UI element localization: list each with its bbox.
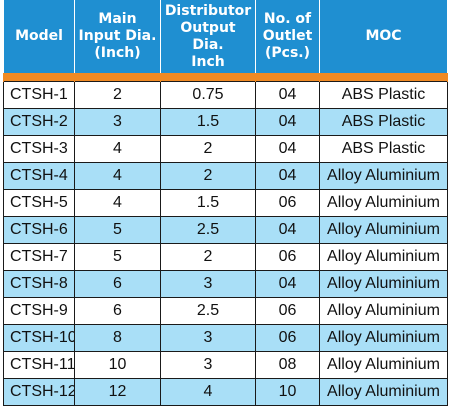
table-row: CTSH-4 4 2 04 Alloy Aluminium: [3, 162, 448, 190]
output-dia-cell: 2: [160, 135, 256, 163]
header-main-input-dia: Main Input Dia. (Inch): [74, 0, 161, 73]
model-cell: CTSH-2: [3, 108, 75, 136]
input-dia-cell: 8: [74, 324, 161, 352]
table-row: CTSH-7 5 2 06 Alloy Aluminium: [3, 243, 448, 271]
moc-cell: Alloy Aluminium: [319, 378, 448, 406]
input-dia-cell: 6: [74, 270, 161, 298]
table-row: CTSH-5 4 1.5 06 Alloy Aluminium: [3, 189, 448, 217]
model-cell: CTSH-9: [3, 297, 75, 325]
moc-cell: Alloy Aluminium: [319, 216, 448, 244]
table-row: CTSH-12 12 4 10 Alloy Aluminium: [3, 378, 448, 406]
output-dia-cell: 2.5: [160, 216, 256, 244]
moc-cell: Alloy Aluminium: [319, 270, 448, 298]
output-dia-cell: 3: [160, 351, 256, 379]
outlet-count-cell: 08: [255, 351, 320, 379]
separator-cell: [255, 73, 320, 82]
model-cell: CTSH-3: [3, 135, 75, 163]
header-distributor-output-dia: Distributor Output Dia. Inch: [160, 0, 256, 73]
outlet-count-cell: 04: [255, 108, 320, 136]
separator-cell: [319, 73, 448, 82]
outlet-count-cell: 10: [255, 378, 320, 406]
table-row: CTSH-9 6 2.5 06 Alloy Aluminium: [3, 297, 448, 325]
table-row: CTSH-2 3 1.5 04 ABS Plastic: [3, 108, 448, 136]
input-dia-cell: 4: [74, 135, 161, 163]
input-dia-cell: 3: [74, 108, 161, 136]
moc-cell: Alloy Aluminium: [319, 162, 448, 190]
model-cell: CTSH-12: [3, 378, 75, 406]
model-cell: CTSH-1: [3, 81, 75, 109]
model-cell: CTSH-6: [3, 216, 75, 244]
input-dia-cell: 2: [74, 81, 161, 109]
moc-cell: Alloy Aluminium: [319, 189, 448, 217]
separator-cell: [3, 73, 75, 82]
moc-cell: Alloy Aluminium: [319, 324, 448, 352]
table-row: CTSH-3 4 2 04 ABS Plastic: [3, 135, 448, 163]
outlet-count-cell: 04: [255, 81, 320, 109]
outlet-count-cell: 06: [255, 243, 320, 271]
outlet-count-cell: 06: [255, 297, 320, 325]
outlet-count-cell: 06: [255, 324, 320, 352]
model-cell: CTSH-11: [3, 351, 75, 379]
output-dia-cell: 1.5: [160, 189, 256, 217]
model-cell: CTSH-4: [3, 162, 75, 190]
output-dia-cell: 0.75: [160, 81, 256, 109]
outlet-count-cell: 06: [255, 189, 320, 217]
separator-cell: [74, 73, 161, 82]
model-cell: CTSH-10: [3, 324, 75, 352]
input-dia-cell: 10: [74, 351, 161, 379]
model-cell: CTSH-8: [3, 270, 75, 298]
spec-table: Model Main Input Dia. (Inch) Distributor…: [3, 0, 448, 406]
output-dia-cell: 2: [160, 243, 256, 271]
header-moc: MOC: [319, 0, 448, 73]
header-no-of-outlet: No. of Outlet (Pcs.): [255, 0, 320, 73]
model-cell: CTSH-7: [3, 243, 75, 271]
output-dia-cell: 3: [160, 324, 256, 352]
table-header: Model Main Input Dia. (Inch) Distributor…: [3, 0, 448, 82]
outlet-count-cell: 04: [255, 216, 320, 244]
moc-cell: Alloy Aluminium: [319, 351, 448, 379]
input-dia-cell: 6: [74, 297, 161, 325]
model-cell: CTSH-5: [3, 189, 75, 217]
separator-cell: [160, 73, 256, 82]
output-dia-cell: 2: [160, 162, 256, 190]
output-dia-cell: 2.5: [160, 297, 256, 325]
outlet-count-cell: 04: [255, 162, 320, 190]
header-separator: [3, 73, 448, 82]
moc-cell: ABS Plastic: [319, 135, 448, 163]
header-model: Model: [3, 0, 75, 73]
input-dia-cell: 5: [74, 243, 161, 271]
table-row: CTSH-11 10 3 08 Alloy Aluminium: [3, 351, 448, 379]
moc-cell: ABS Plastic: [319, 108, 448, 136]
input-dia-cell: 5: [74, 216, 161, 244]
table-row: CTSH-10 8 3 06 Alloy Aluminium: [3, 324, 448, 352]
moc-cell: ABS Plastic: [319, 81, 448, 109]
input-dia-cell: 4: [74, 162, 161, 190]
input-dia-cell: 12: [74, 378, 161, 406]
outlet-count-cell: 04: [255, 135, 320, 163]
header-row: Model Main Input Dia. (Inch) Distributor…: [3, 0, 448, 73]
table-row: CTSH-1 2 0.75 04 ABS Plastic: [3, 81, 448, 109]
input-dia-cell: 4: [74, 189, 161, 217]
table-row: CTSH-6 5 2.5 04 Alloy Aluminium: [3, 216, 448, 244]
output-dia-cell: 4: [160, 378, 256, 406]
outlet-count-cell: 04: [255, 270, 320, 298]
output-dia-cell: 3: [160, 270, 256, 298]
table-row: CTSH-8 6 3 04 Alloy Aluminium: [3, 270, 448, 298]
moc-cell: Alloy Aluminium: [319, 243, 448, 271]
moc-cell: Alloy Aluminium: [319, 297, 448, 325]
table-body: CTSH-1 2 0.75 04 ABS Plastic CTSH-2 3 1.5 04 ABS …: [3, 81, 448, 406]
output-dia-cell: 1.5: [160, 108, 256, 136]
